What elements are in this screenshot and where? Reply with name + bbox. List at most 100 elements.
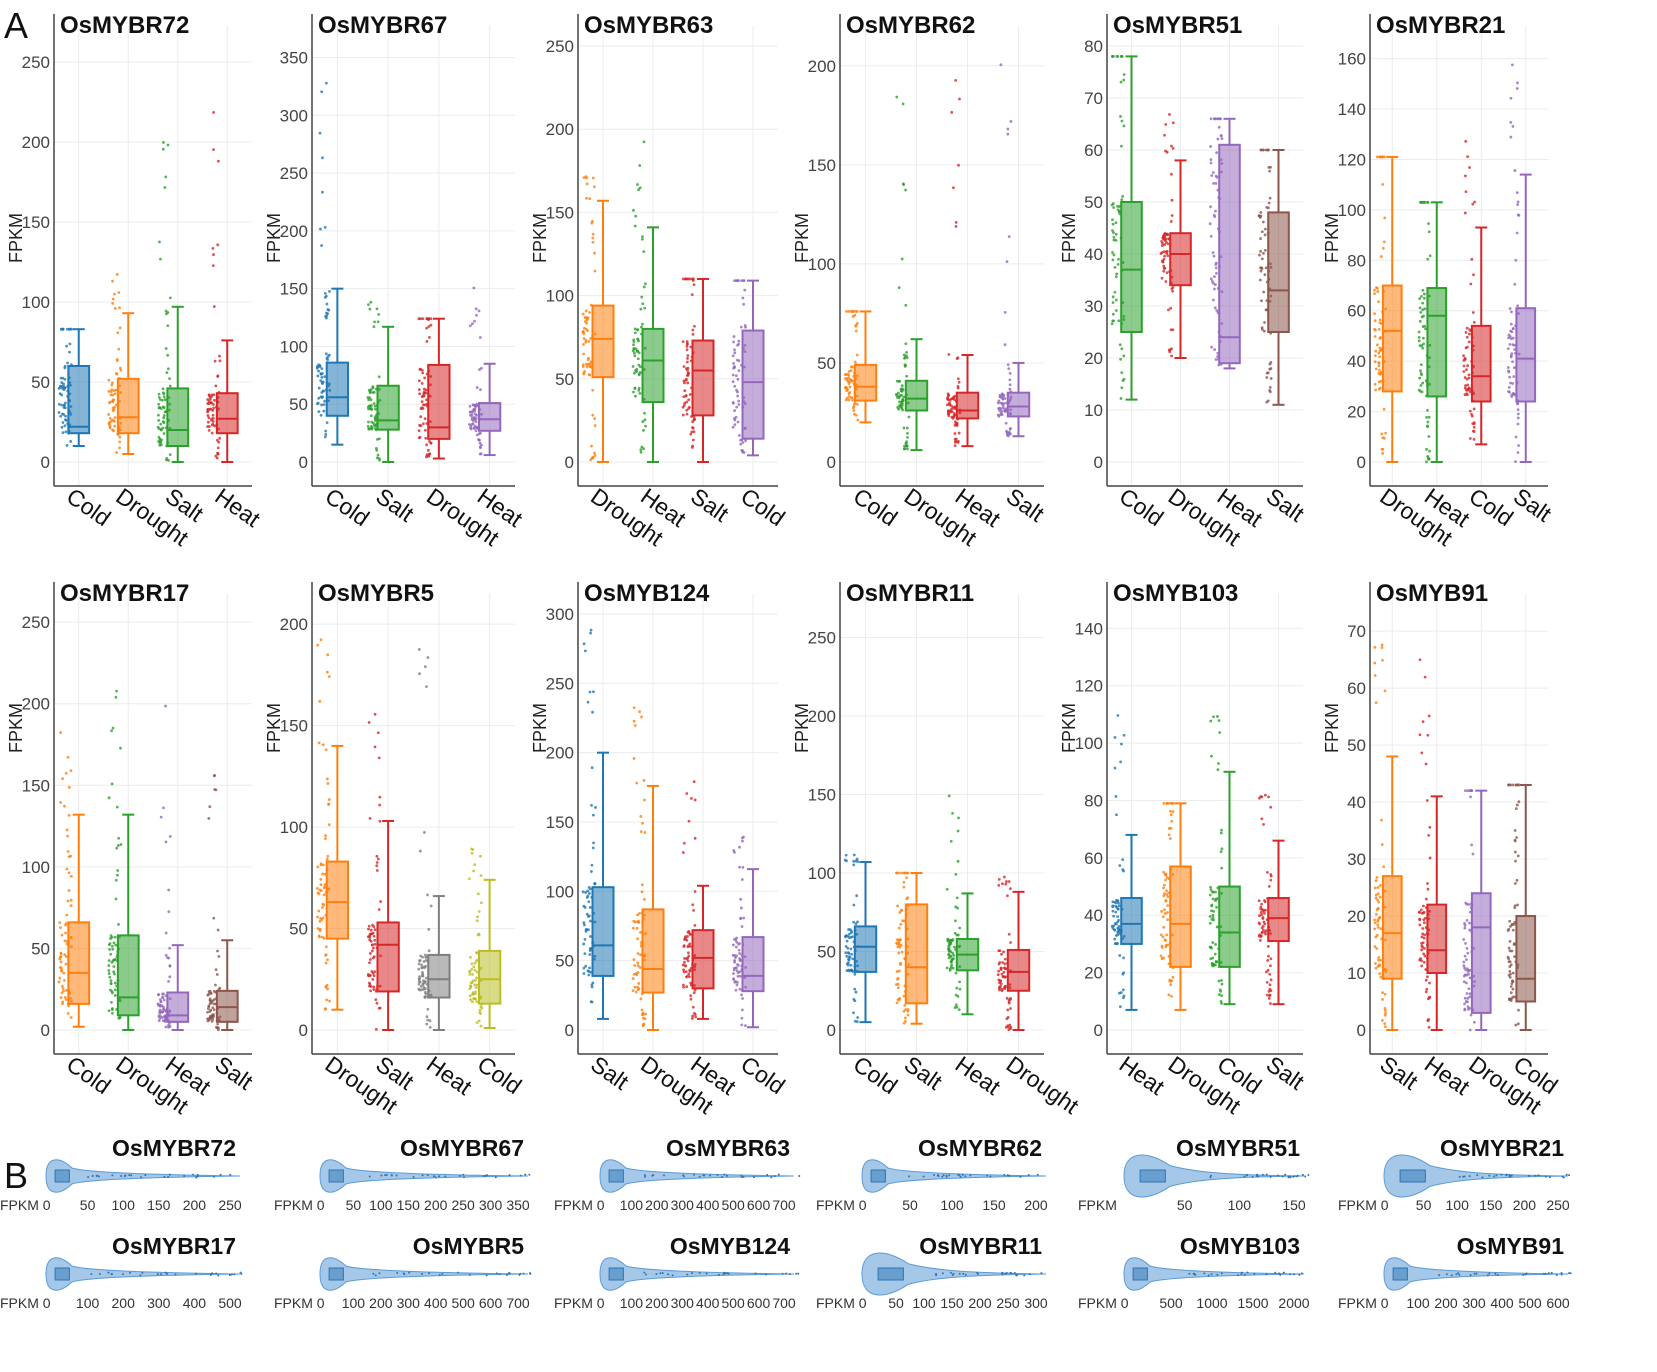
jitter-point bbox=[1166, 911, 1169, 914]
jitter-point bbox=[1423, 307, 1427, 311]
jitter-point bbox=[1007, 431, 1011, 435]
jitter-point bbox=[945, 966, 949, 970]
jitter-point bbox=[110, 1000, 113, 1004]
jitter-point bbox=[947, 953, 951, 957]
jitter-point bbox=[1008, 371, 1012, 375]
violin-point bbox=[123, 1175, 126, 1178]
jitter-point bbox=[732, 943, 735, 947]
jitter-point bbox=[634, 369, 637, 372]
violin-point bbox=[655, 1272, 658, 1275]
jitter-point bbox=[418, 672, 421, 676]
jitter-point bbox=[1376, 925, 1380, 929]
jitter-point bbox=[1379, 927, 1383, 931]
jitter-point bbox=[897, 951, 901, 955]
jitter-point bbox=[377, 756, 381, 760]
jitter-point bbox=[1514, 460, 1517, 464]
y-tick-label: 250 bbox=[280, 164, 308, 183]
jitter-point bbox=[373, 942, 377, 946]
jitter-point bbox=[1428, 856, 1432, 860]
jitter-point bbox=[61, 431, 65, 434]
jitter-point bbox=[693, 923, 697, 927]
violin-tick-label: 500 bbox=[721, 1197, 745, 1213]
jitter-point bbox=[1383, 1013, 1387, 1017]
jitter-point bbox=[1005, 260, 1009, 264]
jitter-point bbox=[739, 442, 743, 446]
jitter-point bbox=[1373, 288, 1376, 292]
jitter-point bbox=[1382, 407, 1386, 411]
jitter-point bbox=[1121, 194, 1124, 198]
jitter-point bbox=[327, 823, 331, 827]
jitter-point bbox=[952, 186, 955, 190]
jitter-point bbox=[1160, 944, 1164, 948]
jitter-point bbox=[376, 438, 379, 441]
jitter-point bbox=[1422, 296, 1426, 300]
jitter-point bbox=[111, 409, 115, 412]
jitter-point bbox=[427, 325, 431, 328]
jitter-point bbox=[1424, 990, 1428, 994]
violin-point bbox=[215, 1272, 218, 1275]
violin-point bbox=[1298, 1273, 1301, 1276]
jitter-point bbox=[683, 381, 686, 385]
jitter-point bbox=[1267, 201, 1271, 205]
jitter-point bbox=[690, 430, 694, 434]
violin-tick-label: 400 bbox=[696, 1197, 720, 1213]
jitter-point bbox=[948, 968, 952, 972]
jitter-point bbox=[849, 369, 853, 372]
jitter-point bbox=[1422, 952, 1426, 956]
jitter-point bbox=[946, 412, 950, 416]
jitter-point bbox=[109, 979, 113, 983]
jitter-point bbox=[1509, 322, 1513, 326]
violin-tick-label: 500 bbox=[451, 1295, 475, 1311]
jitter-point bbox=[161, 1019, 165, 1023]
y-tick-label: 60 bbox=[1084, 141, 1103, 160]
jitter-point bbox=[588, 197, 592, 201]
jitter-point bbox=[639, 953, 642, 957]
jitter-point bbox=[327, 675, 331, 679]
jitter-point bbox=[631, 989, 635, 993]
box-salt bbox=[1381, 875, 1403, 980]
jitter-point bbox=[478, 368, 481, 371]
jitter-point bbox=[1211, 913, 1215, 917]
jitter-point bbox=[368, 952, 372, 955]
violin-point bbox=[1304, 1175, 1307, 1178]
jitter-point bbox=[375, 854, 379, 858]
jitter-point bbox=[900, 404, 904, 408]
jitter-point bbox=[1380, 646, 1384, 650]
jitter-point bbox=[1269, 166, 1272, 169]
jitter-point bbox=[162, 395, 166, 399]
jitter-point bbox=[167, 458, 170, 462]
jitter-point bbox=[1269, 361, 1273, 364]
box-heat bbox=[691, 929, 715, 990]
jitter-point bbox=[1214, 942, 1217, 946]
jitter-point bbox=[63, 424, 67, 428]
category-label: Cold bbox=[849, 483, 903, 531]
violin-point bbox=[518, 1273, 521, 1276]
violin-tick-label: 200 bbox=[968, 1295, 992, 1311]
jitter-point bbox=[1163, 873, 1167, 876]
category-label: Cold bbox=[473, 1051, 527, 1099]
jitter-point bbox=[1378, 318, 1382, 322]
jitter-point bbox=[1377, 361, 1381, 365]
jitter-point bbox=[206, 402, 210, 405]
jitter-point bbox=[1466, 997, 1470, 1000]
violin-point bbox=[1210, 1273, 1213, 1276]
jitter-point bbox=[1373, 645, 1377, 649]
jitter-point bbox=[324, 961, 328, 965]
jitter-point bbox=[1465, 918, 1469, 922]
violin-tick-label: 150 bbox=[982, 1197, 1006, 1213]
jitter-point bbox=[164, 347, 168, 350]
jitter-point bbox=[734, 988, 738, 992]
y-tick-label: 0 bbox=[827, 453, 836, 472]
jitter-point bbox=[998, 949, 1002, 953]
jitter-point bbox=[587, 900, 591, 904]
jitter-point bbox=[642, 285, 646, 289]
jitter-point bbox=[635, 926, 639, 930]
jitter-point bbox=[218, 436, 222, 440]
jitter-point bbox=[1466, 387, 1470, 391]
jitter-point bbox=[1169, 813, 1173, 817]
jitter-point bbox=[109, 390, 113, 393]
box-heat bbox=[1120, 897, 1143, 945]
jitter-point bbox=[732, 361, 735, 365]
jitter-point bbox=[642, 779, 646, 782]
violin-tick-label: 600 bbox=[747, 1295, 771, 1311]
